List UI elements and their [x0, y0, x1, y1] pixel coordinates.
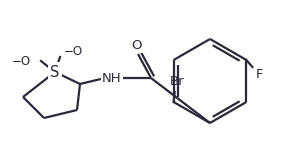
- Text: F: F: [256, 67, 263, 81]
- Text: O: O: [132, 38, 142, 51]
- Text: NH: NH: [102, 71, 122, 85]
- Text: S: S: [50, 65, 60, 79]
- Text: Br: Br: [169, 75, 184, 87]
- Text: −O: −O: [64, 45, 83, 57]
- Text: −O: −O: [12, 55, 31, 67]
